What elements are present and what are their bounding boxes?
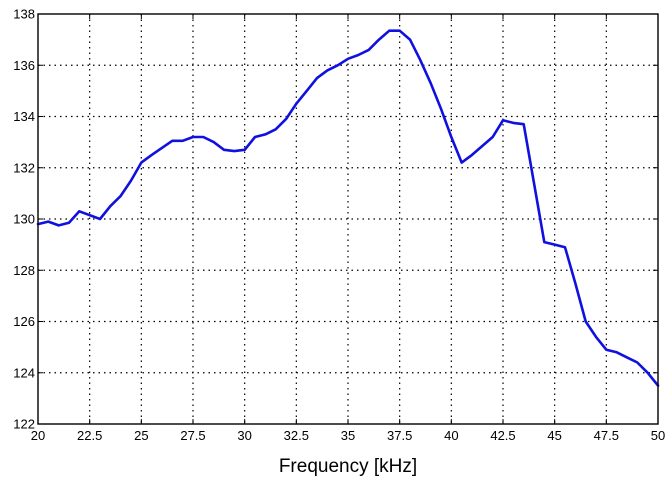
x-tick-label: 42.5 — [490, 428, 515, 443]
x-tick-label: 45 — [547, 428, 561, 443]
x-tick-labels: 20 22.5 25 27.5 30 32.5 35 37.5 40 42.5 45 47.5 50 — [31, 428, 665, 443]
x-tick-label: 47.5 — [594, 428, 619, 443]
series-layer — [36, 29, 660, 387]
x-tick-label: 50 — [651, 428, 665, 443]
y-tick-label: 134 — [13, 109, 35, 124]
grid-lines — [38, 14, 658, 424]
x-tick-label: 32.5 — [284, 428, 309, 443]
y-tick-label: 128 — [13, 263, 35, 278]
x-tick-label: 35 — [341, 428, 355, 443]
y-tick-label: 126 — [13, 314, 35, 329]
plot-frame — [37, 13, 659, 425]
y-tick-label: 124 — [13, 365, 35, 380]
x-axis-title: Frequency [kHz] — [279, 456, 417, 477]
y-tick-label: 136 — [13, 58, 35, 73]
y-tick-label: 122 — [13, 417, 35, 432]
series-line — [36, 29, 660, 387]
x-tick-label: 40 — [444, 428, 458, 443]
x-tick-label: 37.5 — [387, 428, 412, 443]
y-tick-label: 132 — [13, 160, 35, 175]
x-tick-label: 22.5 — [77, 428, 102, 443]
y-tick-label: 130 — [13, 212, 35, 227]
x-tick-label: 25 — [134, 428, 148, 443]
y-tick-labels: 122 124 126 128 130 132 134 136 138 — [13, 7, 35, 432]
x-tick-label: 20 — [31, 428, 45, 443]
y-tick-label: 138 — [13, 7, 35, 22]
x-tick-label: 30 — [237, 428, 251, 443]
x-tick-label: 27.5 — [180, 428, 205, 443]
